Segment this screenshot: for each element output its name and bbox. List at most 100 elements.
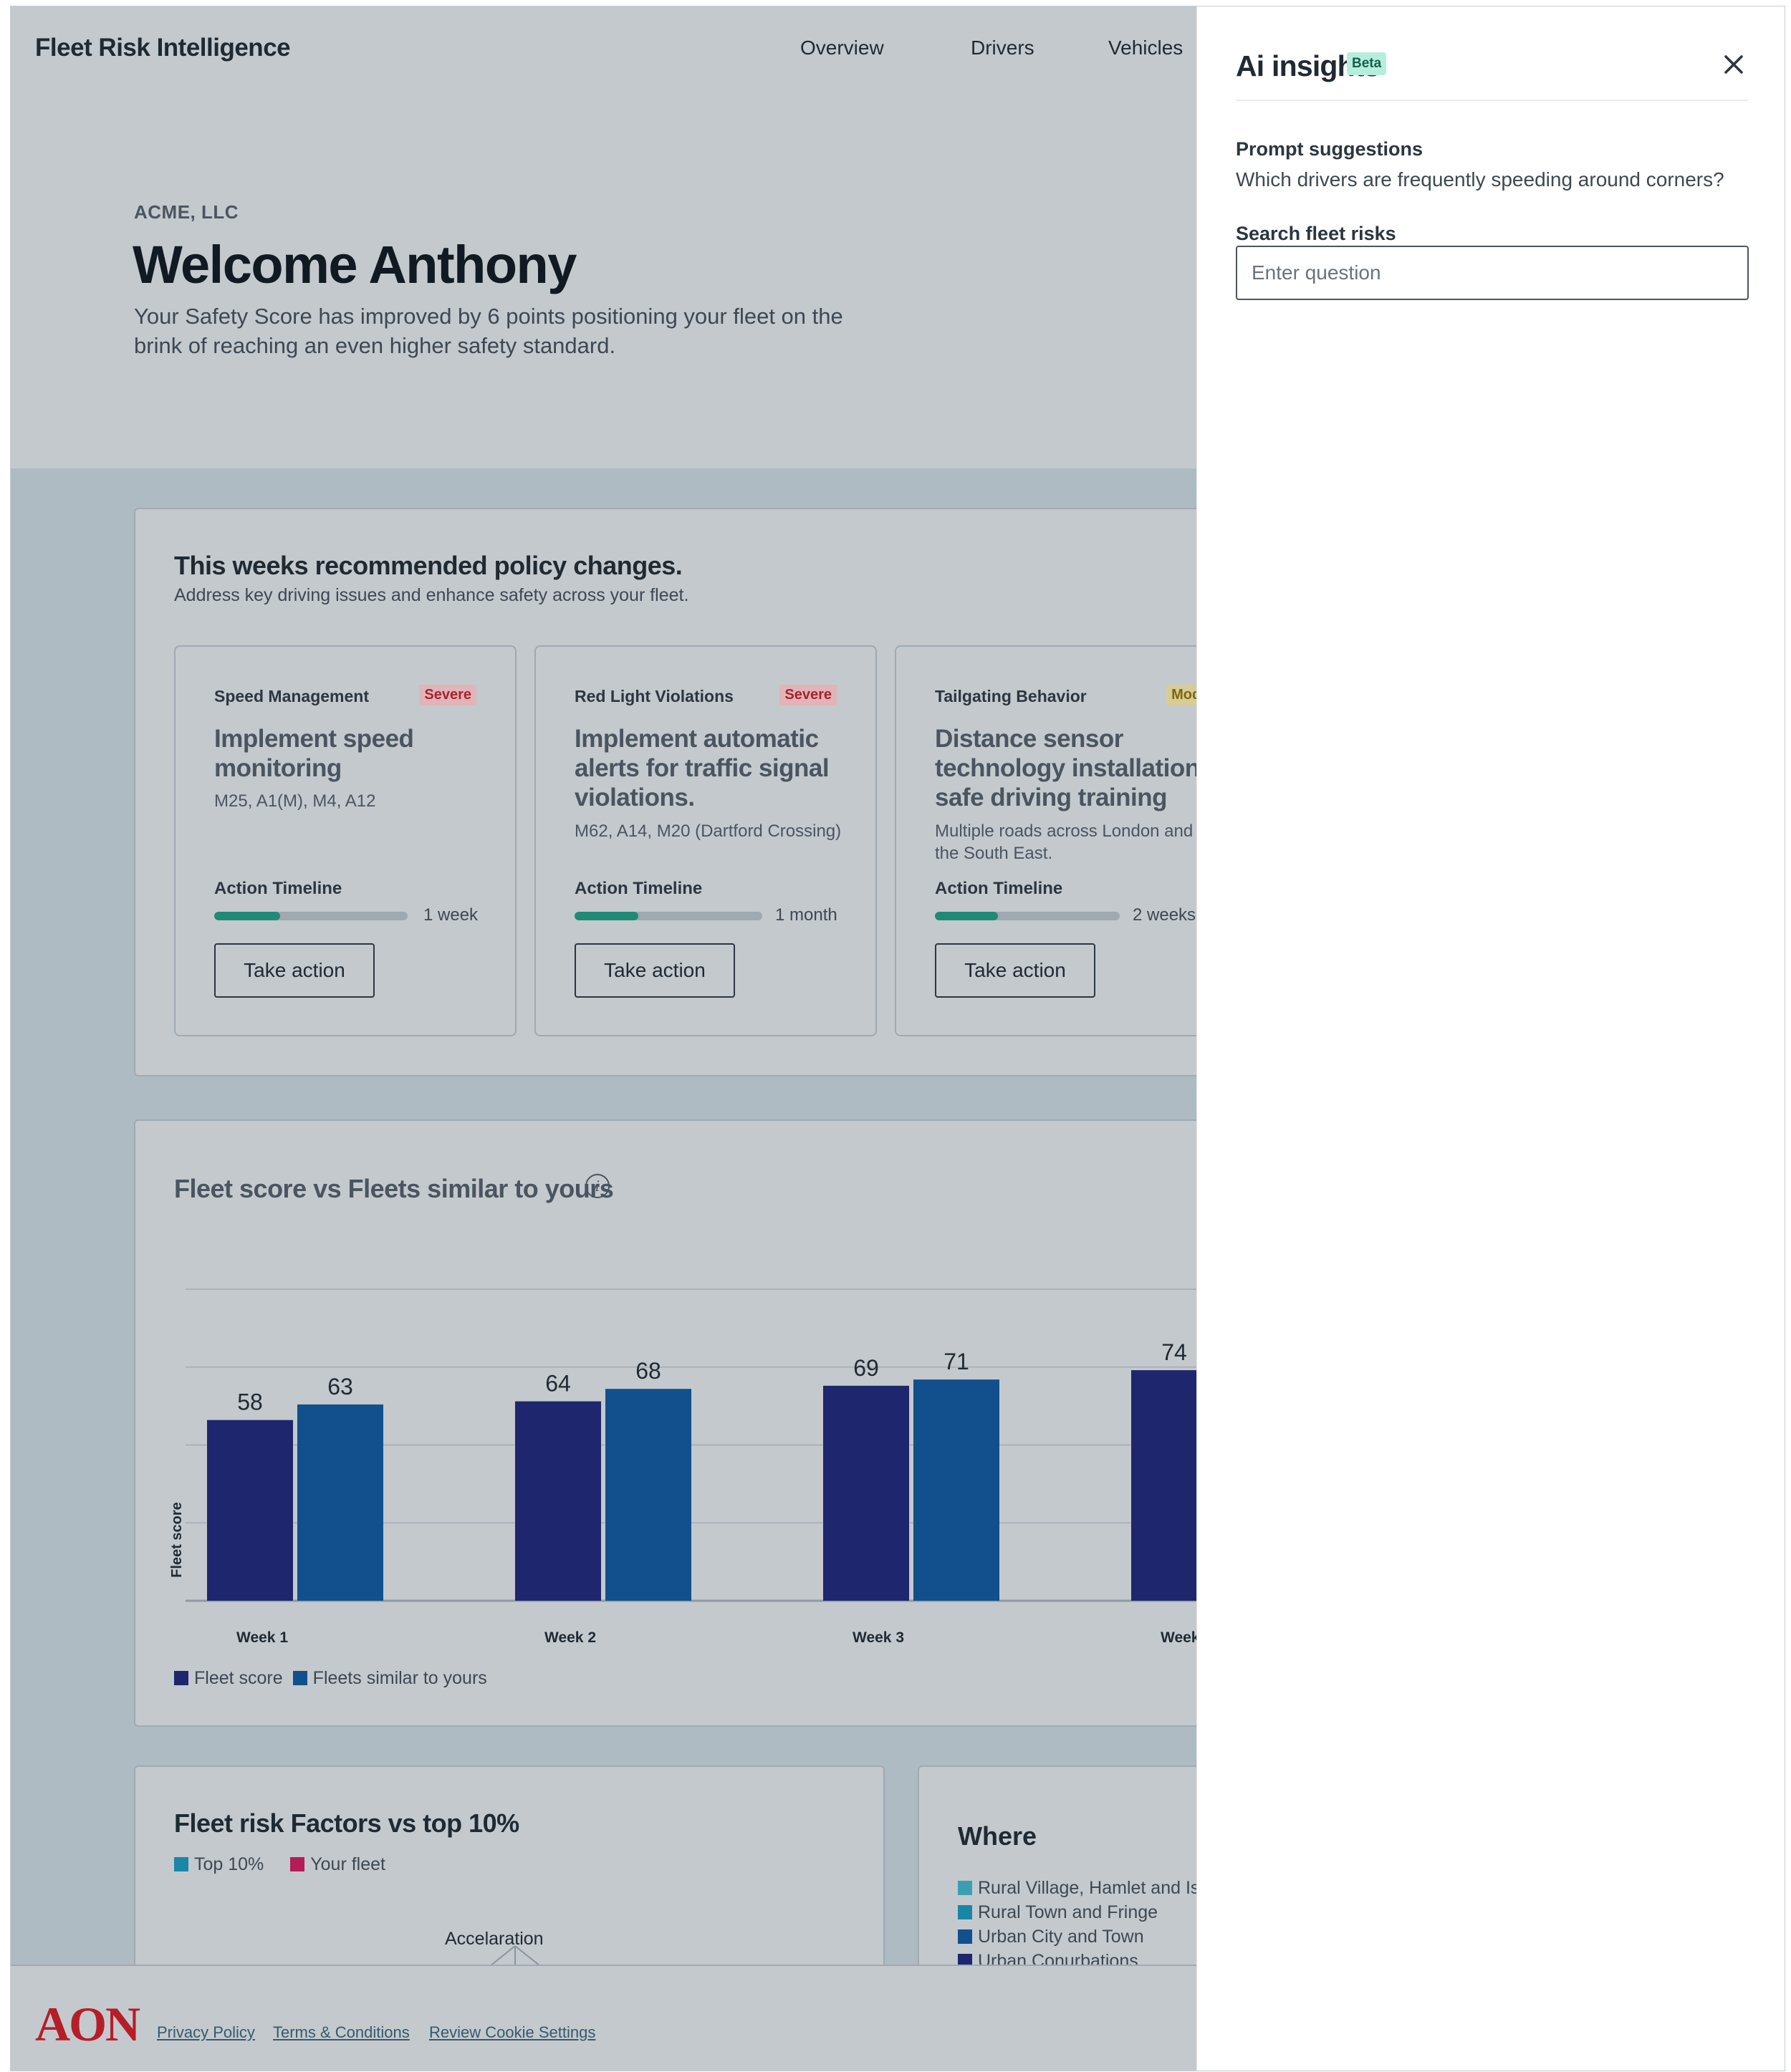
radar-axis-label: Accelaration [445,1929,544,1949]
bar-similar-fleets [297,1404,383,1601]
bar-fleet-score [515,1401,601,1601]
data-label: 69 [853,1355,879,1381]
aon-logo[interactable]: AON [35,1997,140,2051]
legend-your-fleet: Your fleet [290,1854,385,1874]
chart-title: Fleet score vs Fleets similar to yours [174,1174,614,1203]
legend-swatch [290,1857,305,1871]
policy-subtitle: Address key driving issues and enhance s… [174,585,689,605]
policy-roads: M25, A1(M), M4, A12 [214,791,376,811]
where-legend: Rural Village, Hamlet and Iso Rural Town… [958,1876,1197,1973]
take-action-button[interactable]: Take action [575,943,735,998]
timeline-progress-bar [935,912,1120,920]
policy-roads: M62, A14, M20 (Dartford Crossing) [575,821,842,841]
policy-category: Red Light Violations [575,687,734,705]
where-title: Where [958,1821,1037,1851]
list-item: Rural Village, Hamlet and Iso [958,1876,1197,1900]
timeline-progress-fill [214,912,280,920]
bar-similar-fleets [913,1379,999,1601]
policy-category: Speed Management [214,687,369,705]
close-icon[interactable] [1720,51,1747,78]
risk-title: Fleet risk Factors vs top 10% [174,1808,519,1838]
fleet-score-chart-card: Fleet score 58 63 Week 1 64 68 Week 2 69 71 Week … [134,1119,1197,1727]
risk-legend: Top 10% Your fleet [174,1854,407,1875]
welcome-heading: Welcome Anthony [133,235,577,294]
hero-section: Fleet Risk Intelligence Overview Drivers… [11,6,1197,468]
terms-link[interactable]: Terms & Conditions [273,2023,410,2041]
policy-category: Tailgating Behavior [935,687,1087,705]
bar-fleet-score [823,1385,909,1601]
cookie-settings-link[interactable]: Review Cookie Settings [429,2023,596,2041]
legend-swatch [174,1671,188,1685]
timeline-progress-bar [214,912,408,920]
panel-divider [1236,100,1748,101]
legend-similar-fleets: Fleets similar to yours [292,1668,487,1689]
x-tick-label: Week 3 [853,1629,904,1646]
policy-headline: Implement speed monitoring [214,725,414,782]
list-item: Rural Town and Fringe [958,1900,1197,1924]
nav-drivers[interactable]: Drivers [971,37,1034,59]
policy-card-speed: Speed Management Severe Implement speed … [174,645,517,1036]
data-label: 71 [943,1349,969,1374]
take-action-button[interactable]: Take action [214,943,375,998]
info-icon[interactable]: i [585,1174,610,1198]
legend-label: Your fleet [310,1854,385,1874]
timeline-duration: 1 month [775,905,837,925]
footer: AON Privacy Policy Terms & Conditions Re… [11,1965,1197,2071]
where-label: Rural Town and Fringe [978,1902,1158,1922]
ai-insights-panel: Ai insights Beta Prompt suggestions Whic… [1196,6,1785,2071]
policy-headline: Implement automatic alerts for traffic s… [575,725,830,811]
legend-swatch [958,1881,972,1895]
privacy-policy-link[interactable]: Privacy Policy [157,2023,255,2041]
policy-title: This weeks recommended policy changes. [174,551,683,580]
search-input[interactable] [1236,246,1749,300]
data-label: 64 [545,1371,571,1397]
safety-score-message: Your Safety Score has improved by 6 poin… [134,304,843,358]
policy-roads: Multiple roads across London and the Sou… [935,821,1194,863]
timeline-progress-bar [575,912,762,920]
legend-fleet-score: Fleet score [174,1668,283,1689]
severity-badge: Severe [779,685,837,705]
prompt-suggestions-label: Prompt suggestions [1236,138,1423,160]
action-timeline-label: Action Timeline [214,879,342,898]
policy-card-red-light: Red Light Violations Severe Implement au… [534,645,877,1036]
where-label: Rural Village, Hamlet and Iso [978,1878,1197,1898]
nav-overview[interactable]: Overview [800,37,884,59]
bar-fleet-score [1131,1370,1197,1601]
x-tick-label: Week 4 [1161,1629,1197,1646]
timeline-duration: 1 week [423,905,479,925]
fleet-score-chart: Fleet score 58 63 Week 1 64 68 Week 2 69 71 Week … [169,1288,1197,1646]
x-tick-label: Week 2 [544,1629,596,1646]
company-name: ACME, LLC [134,201,239,223]
prompt-suggestion[interactable]: Which drivers are frequently speeding ar… [1236,168,1724,191]
legend-swatch [292,1671,307,1685]
bar-fleet-score [207,1420,293,1601]
bar-similar-fleets [605,1389,691,1601]
legend-label: Top 10% [194,1854,264,1874]
take-action-button[interactable]: Take action [935,943,1095,998]
action-timeline-label: Action Timeline [935,879,1063,898]
timeline-progress-fill [575,912,639,920]
list-item: Urban City and Town [958,1924,1197,1949]
severity-badge: Moderate [1166,685,1197,705]
data-label: 74 [1161,1339,1187,1365]
legend-swatch [958,1905,972,1919]
legend-label: Fleets similar to yours [312,1668,487,1688]
beta-badge: Beta [1347,52,1387,75]
severity-badge: Severe [419,685,476,705]
legend-swatch [174,1857,188,1871]
data-label: 68 [635,1358,661,1384]
timeline-duration: 2 weeks [1133,905,1196,925]
search-label: Search fleet risks [1236,223,1396,244]
chart-legend: Fleet score Fleets similar to yours [174,1668,487,1689]
legend-top-10: Top 10% [174,1854,264,1874]
app-window: Fleet Risk Intelligence Overview Drivers… [10,6,1785,2071]
dashboard-main: Fleet Risk Intelligence Overview Drivers… [11,6,1197,2071]
app-brand[interactable]: Fleet Risk Intelligence [35,34,291,62]
data-label: 58 [237,1389,263,1415]
timeline-progress-fill [935,912,998,920]
x-tick-label: Week 1 [236,1629,288,1646]
legend-label: Fleet score [194,1668,283,1688]
nav-vehicles[interactable]: Vehicles [1108,37,1183,59]
policy-headline: Distance sensor technology installation,… [935,725,1197,811]
policy-card-tailgating: Tailgating Behavior Moderate Distance se… [895,645,1197,1036]
